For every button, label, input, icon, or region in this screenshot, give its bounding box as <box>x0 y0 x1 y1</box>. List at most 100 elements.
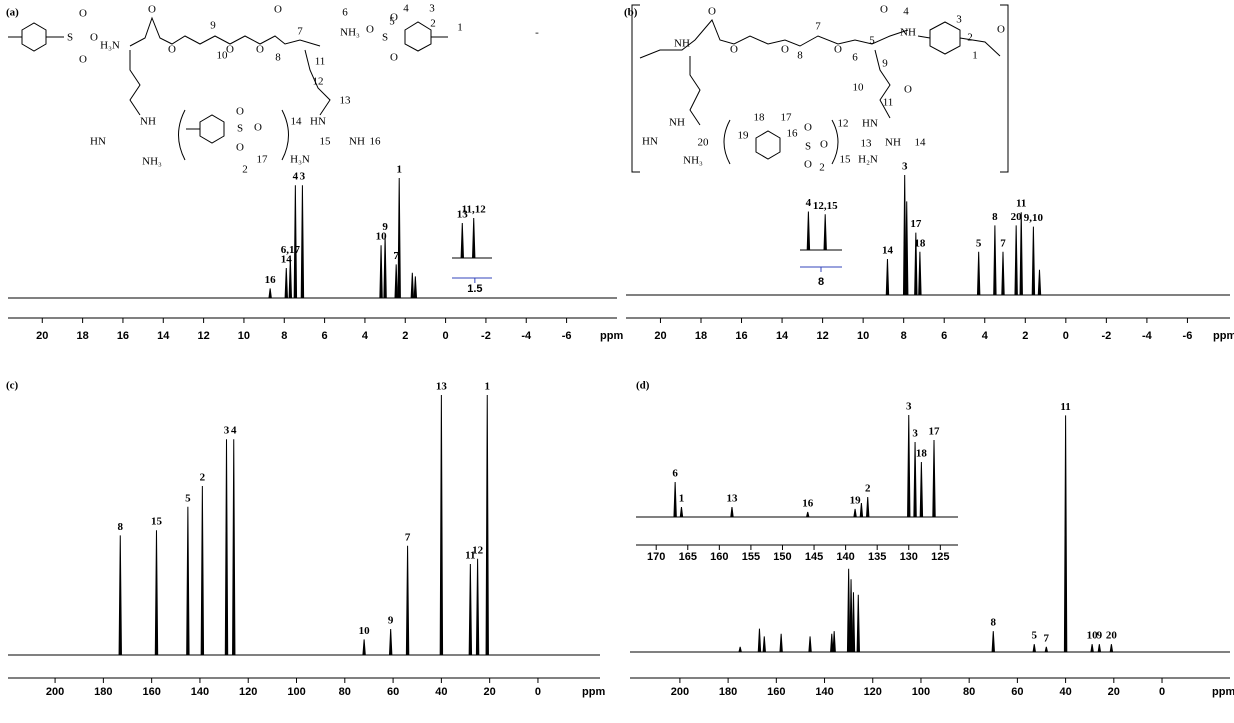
peak <box>856 594 860 653</box>
x-tick-label: 180 <box>94 686 112 698</box>
structure-label: S <box>237 123 243 135</box>
x-tick-label: 125 <box>931 551 949 563</box>
x-tick-label: 20 <box>484 686 496 698</box>
structure-label: HN <box>642 136 658 148</box>
spectrum: 170 165 160 155 150 145 140 135 130 125 <box>636 414 958 563</box>
structure-label: 17 <box>257 154 269 166</box>
structure-label: 20 <box>698 137 710 149</box>
peak <box>362 639 366 656</box>
peak <box>383 235 387 299</box>
peak-label: 19 <box>850 495 862 507</box>
peak <box>757 628 762 653</box>
structure-label: HN <box>862 118 878 130</box>
structure-label: O <box>79 8 87 20</box>
x-tick-label: 0 <box>1063 330 1069 342</box>
peak <box>932 439 936 518</box>
structure-label: O <box>820 139 828 151</box>
peak <box>1019 212 1023 296</box>
peak <box>914 232 918 296</box>
peak <box>186 506 190 656</box>
peak <box>730 506 734 518</box>
peak <box>1014 225 1018 296</box>
x-tick-label: 140 <box>191 686 209 698</box>
x-tick-label: 150 <box>773 551 791 563</box>
peak-label: 12 <box>472 544 484 556</box>
structure-label: - <box>535 27 539 39</box>
structure-label: O <box>79 54 87 66</box>
x-tick-label: 160 <box>710 551 728 563</box>
structure-label: O <box>730 44 738 56</box>
structure-label: O <box>90 32 98 44</box>
structure-label: 7 <box>297 26 303 38</box>
x-tick-label: 120 <box>864 686 882 698</box>
structure-label: S <box>67 32 73 44</box>
peak-label: 1 <box>484 381 490 393</box>
structure-label: 16 <box>370 136 382 148</box>
x-tick-label: 40 <box>1059 686 1071 698</box>
peak <box>918 251 922 296</box>
peak-label: 10 <box>376 231 388 243</box>
structure-label: O <box>804 122 812 134</box>
structure-label: NH <box>885 137 901 149</box>
peak-label: 9,10 <box>1024 212 1044 224</box>
peak <box>1037 269 1042 296</box>
structure-label: 18 <box>754 112 766 124</box>
structure-label: 2 <box>430 18 436 30</box>
x-tick-label: 120 <box>239 686 257 698</box>
peak-label: 11,12 <box>462 204 487 216</box>
peak <box>673 481 677 518</box>
peak <box>679 506 684 518</box>
peak-label: 16 <box>265 274 277 286</box>
x-tick-label: 8 <box>818 276 824 288</box>
x-tick-label: -6 <box>562 330 572 342</box>
x-tick-label: 60 <box>1011 686 1023 698</box>
structure-label: 6 <box>342 7 348 19</box>
peak-label: 3 <box>300 171 306 183</box>
peak <box>779 633 783 653</box>
x-tick-label: 145 <box>805 551 823 563</box>
panel-label: (c) <box>6 380 19 392</box>
peak <box>293 185 298 299</box>
structure-label: H₃N <box>100 40 120 52</box>
x-tick-label: 135 <box>868 551 886 563</box>
peak-label: 3 <box>224 425 230 437</box>
structure-label: NH₃ <box>142 156 162 168</box>
peak <box>976 251 981 296</box>
x-tick-label: 6 <box>941 330 947 342</box>
structure-label: HN <box>90 136 106 148</box>
peak <box>1001 251 1005 296</box>
peak-label: 20 <box>1106 630 1118 642</box>
x-tick-label: 100 <box>287 686 305 698</box>
x-tick-label: 40 <box>435 686 447 698</box>
peak-label: 2 <box>865 483 871 495</box>
peak <box>288 258 293 299</box>
x-tick-label: 100 <box>912 686 930 698</box>
structure-label: NH <box>140 116 156 128</box>
x-tick-label: 200 <box>671 686 689 698</box>
structure-label: 9 <box>210 20 216 32</box>
peak-label: 7 <box>1000 237 1006 249</box>
x-tick-label: 10 <box>238 330 250 342</box>
structure-label: 19 <box>738 130 750 142</box>
structure-label: O <box>168 44 176 56</box>
peak <box>1109 644 1114 653</box>
structure-label: 13 <box>861 138 873 150</box>
peak <box>1090 644 1094 653</box>
structure-label: 11 <box>315 56 326 68</box>
x-tick-label: 16 <box>117 330 129 342</box>
peak-label: 8 <box>992 211 998 223</box>
structure-label: O <box>236 106 244 118</box>
peak <box>224 439 229 656</box>
spectrum: 200 180 160 140 120 100 80 60 40 20 0 ppm <box>630 415 1234 698</box>
peak <box>885 258 890 296</box>
x-tick-label: 0 <box>535 686 541 698</box>
structure-label: NH₃ <box>683 155 703 167</box>
x-tick-label: 18 <box>76 330 88 342</box>
x-tick-label: 60 <box>387 686 399 698</box>
x-tick-label: 4 <box>362 330 369 342</box>
x-tick-label: 8 <box>901 330 907 342</box>
peak <box>808 636 812 653</box>
peak-label: 4 <box>231 425 237 437</box>
x-tick-label: 2 <box>1022 330 1028 342</box>
